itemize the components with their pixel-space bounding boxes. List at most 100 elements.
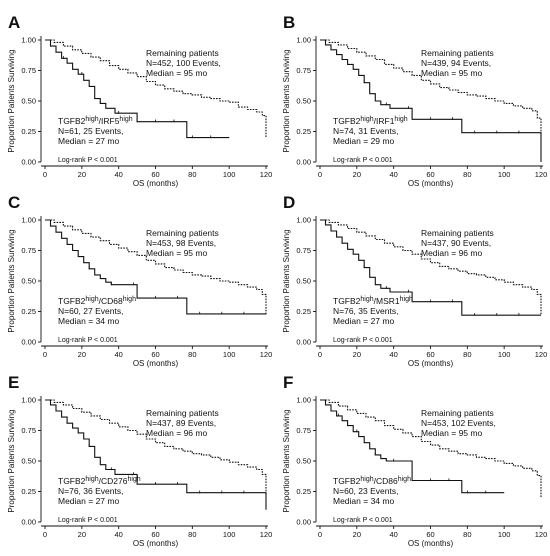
remaining-annotation-line: N=453, 102 Events, [421,418,496,428]
x-tick-label: 100 [498,350,511,359]
x-tick-label: 100 [223,350,236,359]
x-tick-label: 100 [498,170,511,179]
remaining-annotation-line: Median = 95 mo [146,68,207,78]
x-tick-label: 120 [535,530,548,539]
x-tick-label: 120 [260,530,273,539]
x-tick-label: 40 [114,170,122,179]
x-tick-label: 80 [463,170,471,179]
y-axis-title: Proportion Patients Surviving [7,49,16,152]
x-tick-label: 120 [535,350,548,359]
remaining-annotation-line: Remaining patients [146,228,219,238]
y-tick-label: 0.00 [296,518,311,527]
x-tick-label: 100 [498,530,511,539]
x-tick-label: 80 [463,530,471,539]
high-annotation-line: Median = 27 mo [333,316,394,326]
km-panel-b: B 0.00 0.25 0.50 0.75 1.00 0 20 40 60 80 100 120 OS (… [282,13,547,188]
y-tick-label: 0.00 [21,518,36,527]
x-tick-label: 0 [318,530,322,539]
x-tick-label: 60 [151,170,159,179]
x-tick-label: 80 [188,170,196,179]
high-annotation-line: Median = 29 mo [333,136,394,146]
y-tick-label: 0.50 [296,457,311,466]
y-axis-title: Proportion Patients Surviving [282,409,291,512]
y-axis-title: Proportion Patients Surviving [7,409,16,512]
x-tick-label: 60 [426,170,434,179]
y-tick-label: 0.50 [296,97,311,106]
x-tick-label: 60 [426,350,434,359]
y-tick-label: 0.50 [21,97,36,106]
remaining-annotation-line: Remaining patients [421,228,494,238]
x-axis-title: OS (months) [408,539,454,548]
y-tick-label: 0.75 [296,66,311,75]
y-tick-label: 1.00 [296,216,311,225]
high-annotation-line: Median = 34 mo [58,316,119,326]
remaining-annotation-line: N=439, 94 Events, [421,58,491,68]
x-tick-label: 0 [318,350,322,359]
x-tick-label: 120 [535,170,548,179]
high-annotation-line: N=76, 35 Events, [333,306,398,316]
high-curve [45,219,266,315]
x-tick-label: 120 [260,350,273,359]
remaining-curve [45,219,267,316]
x-tick-label: 20 [353,170,361,179]
x-tick-label: 0 [43,170,47,179]
panel-letter: B [283,13,295,32]
high-curve [320,399,505,494]
y-tick-label: 0.75 [21,66,36,75]
high-annotation-line: Median = 27 mo [58,496,119,506]
x-tick-label: 80 [188,530,196,539]
high-annotation-line: N=61, 25 Events, [58,126,123,136]
x-axis-title: OS (months) [408,179,454,188]
log-rank-pvalue: Log-rank P < 0.001 [333,157,393,164]
y-tick-label: 0.50 [21,277,36,286]
remaining-curve [45,399,267,496]
high-label: TGFB2high/IRF1high [333,116,408,127]
high-annotation-line: N=60, 23 Events, [333,486,398,496]
remaining-annotation-line: Median = 96 mo [146,428,207,438]
high-curve [320,39,542,162]
x-tick-label: 0 [318,170,322,179]
y-tick-label: 0.00 [21,158,36,167]
panel-letter: D [283,193,295,212]
high-label: TGFB2high/CD276high [58,476,141,487]
x-axis-title: OS (months) [408,359,454,368]
y-tick-label: 1.00 [21,216,36,225]
remaining-annotation-line: N=452, 100 Events, [146,58,221,68]
high-label: TGFB2high/IRF5high [58,116,133,127]
y-tick-label: 0.25 [296,307,311,316]
high-annotation-line: Median = 27 mo [58,136,119,146]
y-axis-title: Proportion Patients Surviving [7,229,16,332]
km-panel-e: E 0.00 0.25 0.50 0.75 1.00 0 20 40 60 80 100 120 OS (… [7,373,272,548]
y-tick-label: 0.00 [296,158,311,167]
high-curve [45,39,230,139]
x-tick-label: 20 [78,530,86,539]
km-panel-a: A 0.00 0.25 0.50 0.75 1.00 0 20 40 60 80 100 120 OS (… [7,13,272,188]
log-rank-pvalue: Log-rank P < 0.001 [333,337,393,344]
y-tick-label: 0.00 [21,338,36,347]
x-axis-title: OS (months) [133,179,179,188]
y-axis-title: Proportion Patients Surviving [282,229,291,332]
log-rank-pvalue: Log-rank P < 0.001 [58,337,118,344]
y-tick-label: 0.75 [296,426,311,435]
remaining-annotation-line: Median = 95 mo [421,428,482,438]
panel-letter: F [283,373,293,392]
remaining-annotation-line: Remaining patients [421,48,494,58]
x-tick-label: 60 [151,350,159,359]
x-tick-label: 40 [389,170,397,179]
x-tick-label: 60 [151,530,159,539]
x-tick-label: 120 [260,170,273,179]
x-tick-label: 20 [78,170,86,179]
y-tick-label: 1.00 [21,36,36,45]
y-axis-title: Proportion Patients Surviving [282,49,291,152]
remaining-annotation-line: Remaining patients [146,48,219,58]
high-curve [45,399,267,510]
x-tick-label: 80 [188,350,196,359]
x-tick-label: 20 [353,530,361,539]
km-panel-d: D 0.00 0.25 0.50 0.75 1.00 0 20 40 60 80 100 120 OS (… [282,193,547,368]
remaining-curve [320,219,542,316]
x-tick-label: 20 [353,350,361,359]
y-tick-label: 0.75 [21,426,36,435]
high-label: TGFB2high/MSR1high [333,296,413,307]
y-tick-label: 1.00 [21,396,36,405]
